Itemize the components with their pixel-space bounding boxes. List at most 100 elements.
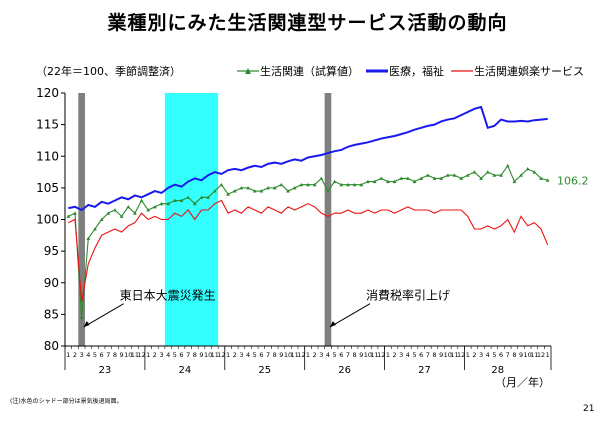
data-point-living — [126, 204, 131, 209]
x-month-label: 7 — [346, 351, 350, 359]
x-month-label: 12 — [137, 351, 145, 359]
x-month-label: 4 — [246, 351, 250, 359]
x-month-label: 5 — [93, 351, 97, 359]
data-point-living — [259, 189, 264, 193]
shaded-period-2 — [164, 93, 219, 346]
y-tick-label: 120 — [36, 86, 59, 100]
data-point-living — [212, 189, 217, 193]
data-point-living — [99, 217, 104, 222]
data-point-living — [93, 227, 97, 231]
data-point-living — [445, 173, 450, 177]
x-month-label: 3 — [80, 351, 84, 359]
data-point-living — [186, 195, 191, 199]
y-tick-label: 85 — [44, 307, 59, 321]
x-month-label: 12 — [217, 351, 225, 359]
shaded-period-3 — [324, 93, 332, 346]
x-month-label: 10 — [364, 351, 372, 359]
data-point-living — [319, 176, 324, 180]
data-point-living — [532, 170, 537, 174]
data-point-living — [352, 182, 357, 187]
x-month-label: 3 — [399, 351, 403, 359]
data-point-living — [359, 182, 364, 187]
data-point-living — [459, 176, 464, 180]
x-month-label: 5 — [173, 351, 177, 359]
data-point-living — [206, 195, 211, 199]
data-point-living — [465, 173, 470, 177]
data-point-living — [219, 182, 224, 187]
x-month-label: 8 — [113, 351, 117, 359]
data-point-living — [306, 182, 310, 187]
x-month-label: 6 — [339, 351, 343, 359]
x-month-label: 1 — [226, 351, 230, 359]
x-month-label: 1 — [386, 351, 390, 359]
x-month-label: 6 — [100, 351, 104, 359]
y-tick-label: 80 — [44, 339, 59, 353]
x-month-label: 5 — [333, 351, 337, 359]
data-point-living — [252, 189, 257, 193]
x-month-label: 10 — [284, 351, 292, 359]
data-point-living — [545, 178, 550, 182]
series-line-leisure — [68, 199, 549, 302]
year-label: 25 — [258, 365, 271, 376]
data-point-living — [339, 182, 344, 187]
legend-label: 医療，福祉 — [389, 65, 444, 78]
data-point-living — [472, 170, 477, 174]
data-point-living — [239, 185, 244, 190]
x-month-label: 10 — [524, 351, 532, 359]
legend-item-leisure: 生活関連娯楽サービス — [450, 63, 584, 79]
x-month-label: 2 — [233, 351, 237, 359]
x-month-label: 7 — [426, 351, 430, 359]
data-point-living — [166, 201, 171, 206]
legend-swatch-medical — [366, 69, 388, 73]
data-point-living — [385, 179, 390, 184]
data-point-living — [332, 179, 337, 184]
x-month-label: 2 — [73, 351, 77, 359]
data-point-living — [106, 211, 111, 215]
legend-swatch-living — [237, 68, 259, 74]
x-month-label: 3 — [479, 351, 483, 359]
x-month-label: 6 — [179, 351, 183, 359]
data-point-living — [399, 176, 404, 180]
x-month-label: 7 — [186, 351, 190, 359]
data-point-living — [512, 179, 517, 184]
x-month-label: 11 — [131, 351, 139, 359]
x-month-label: 4 — [326, 351, 330, 359]
x-month-label: 5 — [492, 351, 496, 359]
x-month-label: 7 — [106, 351, 110, 359]
x-month-label: 3 — [319, 351, 323, 359]
data-point-living — [372, 179, 377, 184]
y-tick-label: 115 — [36, 118, 59, 132]
year-label: 27 — [418, 365, 431, 376]
x-month-label: 8 — [432, 351, 436, 359]
legend-item-medical: 医療，福祉 — [365, 63, 444, 79]
x-month-label: 10 — [204, 351, 212, 359]
x-month-label: 7 — [506, 351, 510, 359]
data-point-living — [66, 214, 71, 218]
y-tick-label: 110 — [36, 149, 59, 163]
x-month-label: 6 — [499, 351, 503, 359]
x-month-label: 9 — [279, 351, 283, 359]
data-point-living — [505, 163, 510, 168]
year-label: 28 — [491, 365, 504, 376]
x-month-label: 9 — [359, 351, 363, 359]
page-title: 業種別にみた生活関連型サービス活動の動向 — [107, 12, 508, 34]
data-point-living — [292, 185, 297, 190]
x-unit-label: （月／年） — [495, 375, 550, 389]
data-point-living — [266, 185, 270, 190]
data-point-living — [86, 236, 91, 240]
x-month-label: 4 — [406, 351, 410, 359]
x-month-label: 11 — [370, 351, 378, 359]
x-month-label: 9 — [519, 351, 523, 359]
data-point-living — [379, 176, 384, 180]
data-point-living — [492, 173, 497, 177]
x-month-label: 1 — [146, 351, 150, 359]
data-point-living — [346, 182, 350, 187]
x-month-label: 1 — [306, 351, 310, 359]
series-line-medical — [68, 105, 548, 212]
data-point-living — [439, 176, 444, 180]
x-month-label: 5 — [253, 351, 257, 359]
data-point-living — [519, 173, 523, 177]
data-point-living — [232, 189, 237, 193]
data-point-living — [179, 198, 184, 203]
